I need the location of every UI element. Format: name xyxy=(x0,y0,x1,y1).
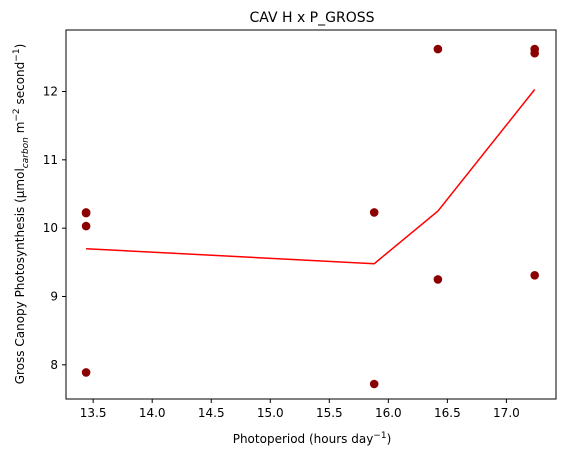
x-tick-label: 16.0 xyxy=(375,406,402,420)
y-tick-label: 8 xyxy=(50,358,58,372)
x-axis-label-main: Photoperiod (hours day xyxy=(233,432,374,446)
scatter-point-10 xyxy=(530,271,539,280)
scatter-point-1 xyxy=(81,208,91,218)
x-axis-label: Photoperiod (hours day−1) xyxy=(233,431,392,446)
axes-frame xyxy=(65,29,557,400)
x-tick-label: 14.0 xyxy=(139,406,166,420)
y-axis-label-part: Gross Canopy Photosynthesis (µmol xyxy=(13,168,27,384)
scatter-point-6 xyxy=(433,44,443,54)
scatter-point-7 xyxy=(433,275,443,284)
scatter-point-2 xyxy=(81,221,91,231)
scatter-point-5 xyxy=(369,379,379,389)
y-tick-label: 11 xyxy=(43,153,58,167)
x-tick-label: 14.5 xyxy=(198,406,225,420)
y-axis-label-part: ) xyxy=(13,44,27,49)
scatter-point-9 xyxy=(530,48,539,58)
x-tick-label: 15.5 xyxy=(316,406,343,420)
fit-line xyxy=(86,89,536,265)
y-tick-label: 10 xyxy=(43,221,58,235)
x-tick-label: 13.5 xyxy=(80,406,107,420)
x-axis: 13.5 14.0 14.5 15.0 15.5 16.0 16.5 17.0 xyxy=(80,399,520,420)
y-axis-label-part: second xyxy=(13,62,27,109)
y-axis: 8 9 10 11 12 xyxy=(43,85,66,372)
x-tick-label: 16.5 xyxy=(434,406,461,420)
chart-title: CAV H x P_GROSS xyxy=(249,10,374,26)
y-tick-label: 9 xyxy=(50,290,58,304)
y-axis-label-part: −1 xyxy=(12,48,22,61)
scatter-point-4 xyxy=(369,208,379,217)
x-axis-label-tail: ) xyxy=(387,432,392,446)
y-axis-label: Gross Canopy Photosynthesis (µmolcarbon … xyxy=(12,44,31,385)
plot-area xyxy=(81,44,539,389)
y-axis-label-part: carbon xyxy=(21,137,31,168)
x-axis-label-sup: −1 xyxy=(373,431,386,441)
y-tick-label: 12 xyxy=(43,85,58,99)
y-axis-label-part: m xyxy=(13,122,27,138)
x-tick-label: 15.0 xyxy=(257,406,284,420)
scatter-point-3 xyxy=(81,368,91,377)
y-axis-label-part: −2 xyxy=(12,108,22,121)
x-tick-label: 17.0 xyxy=(493,406,520,420)
